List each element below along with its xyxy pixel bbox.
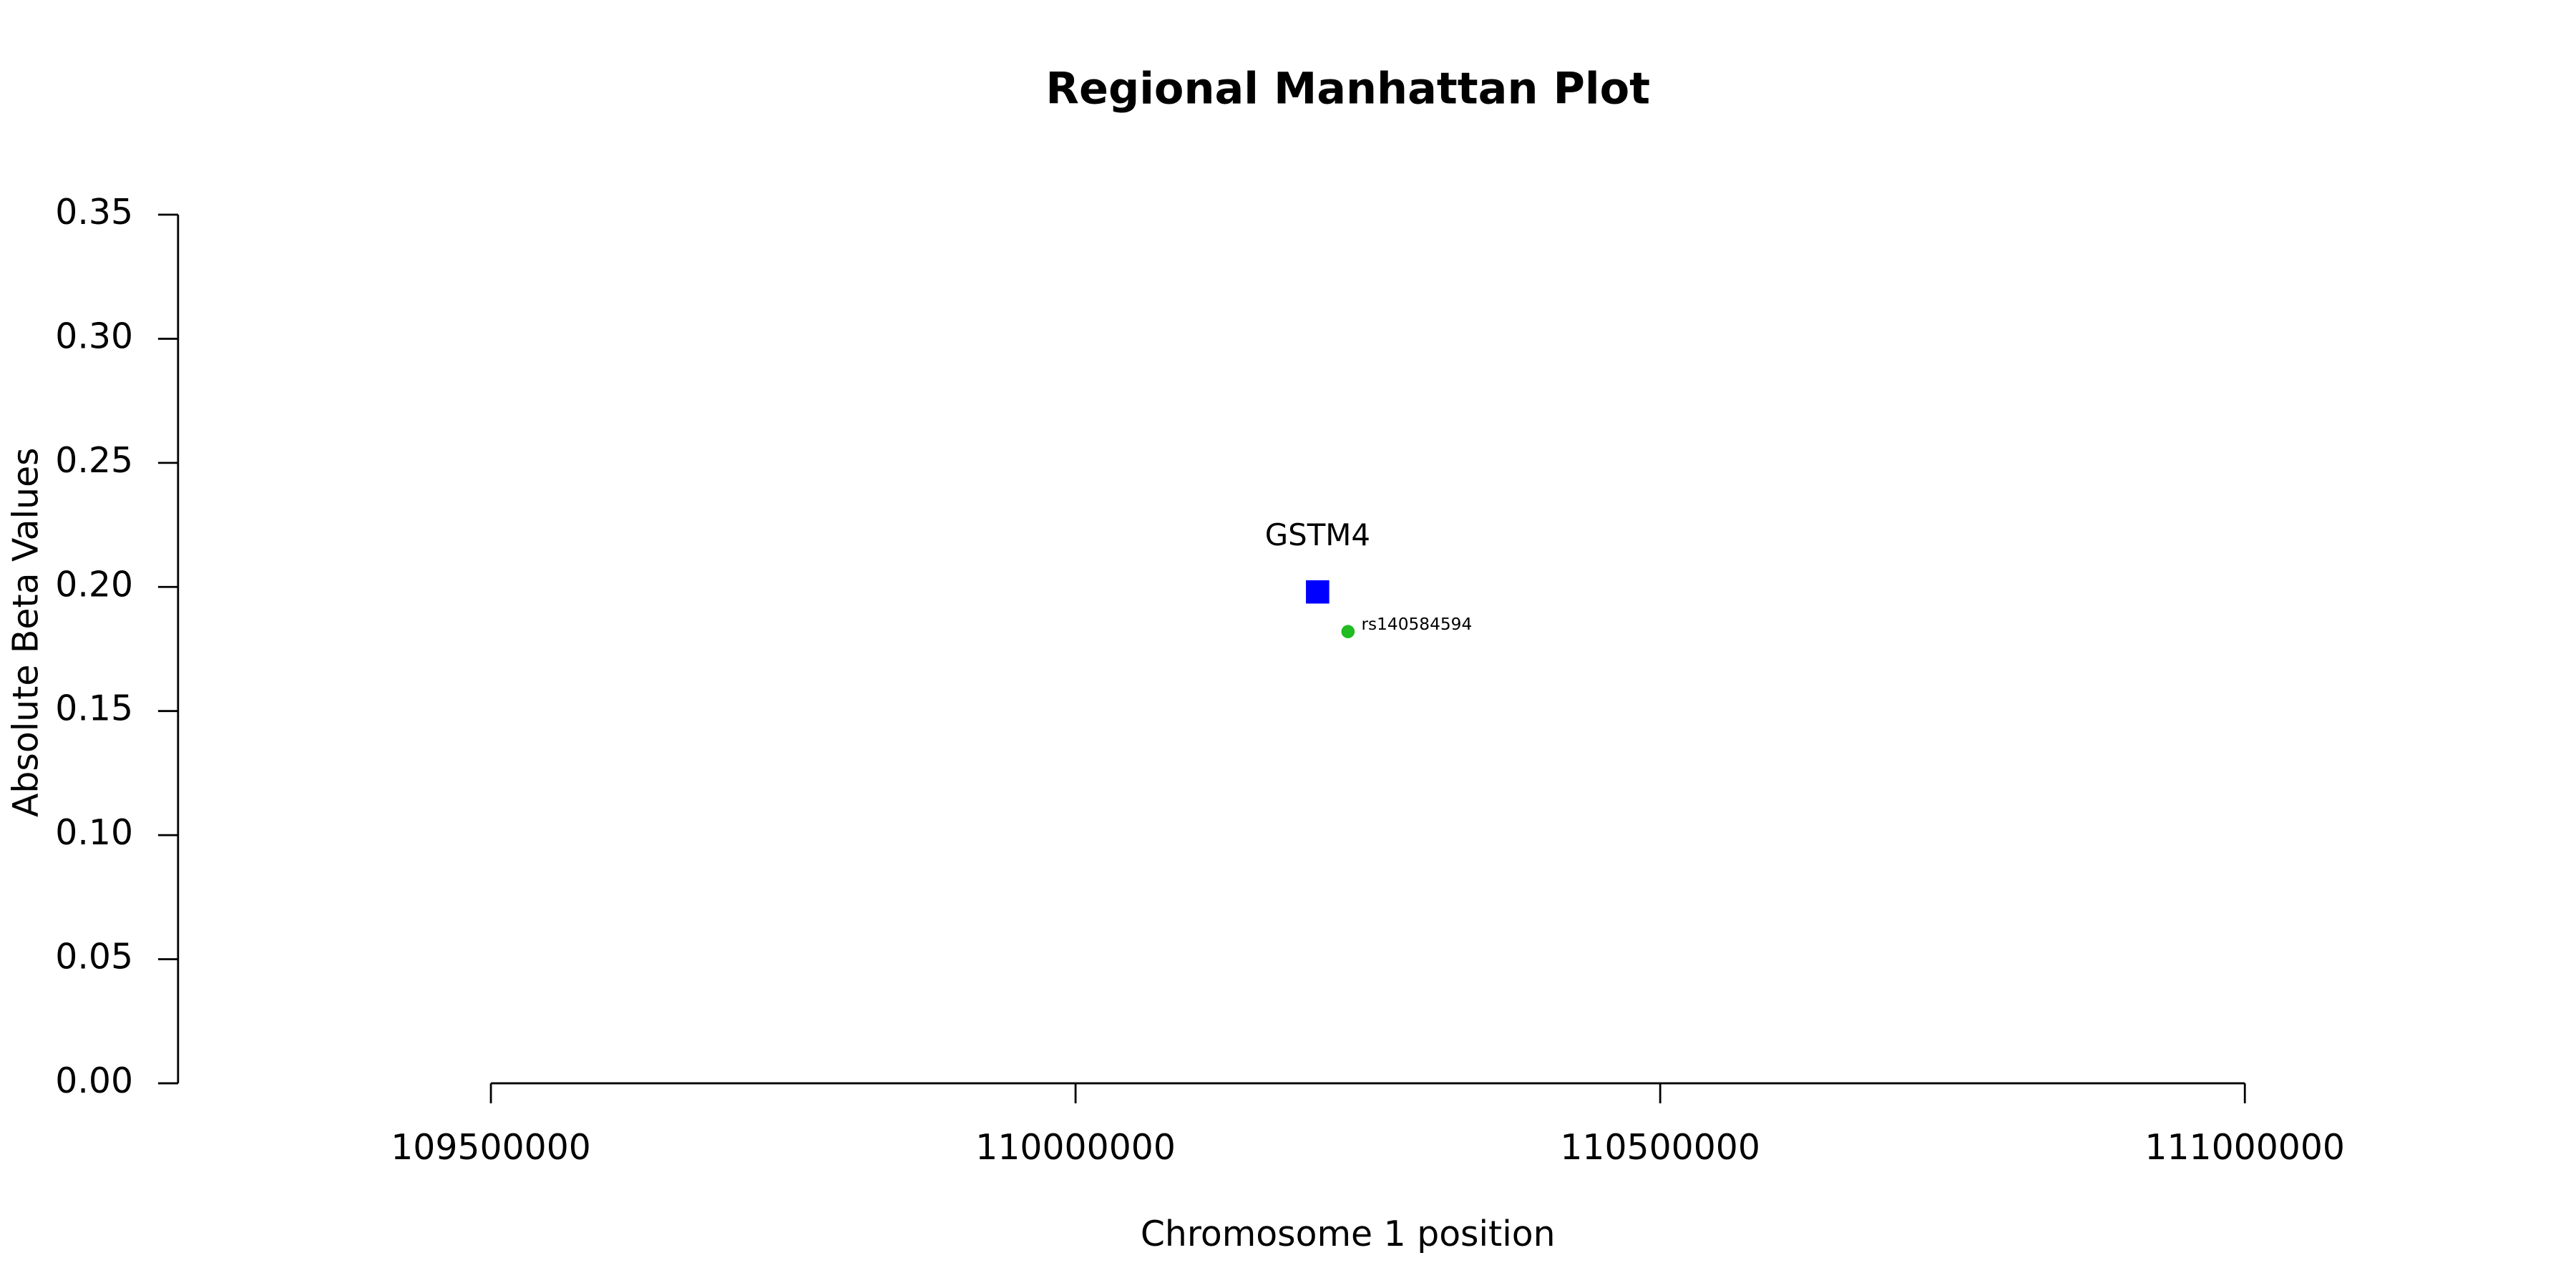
x-tick-label: 111000000 xyxy=(2145,1127,2345,1168)
gene-marker xyxy=(1306,580,1330,604)
x-axis-label: Chromosome 1 position xyxy=(1141,1214,1556,1254)
y-axis-label: Absolute Beta Values xyxy=(6,447,47,817)
chart-title: Regional Manhattan Plot xyxy=(1045,64,1650,114)
y-tick-label: 0.15 xyxy=(55,688,133,729)
snp-label: rs140584594 xyxy=(1361,615,1472,634)
y-tick-label: 0.35 xyxy=(55,192,133,233)
snp-marker xyxy=(1341,625,1355,638)
y-tick-label: 0.10 xyxy=(55,812,133,853)
y-tick-label: 0.00 xyxy=(55,1060,133,1101)
y-tick-label: 0.30 xyxy=(55,316,133,356)
x-tick-label: 109500000 xyxy=(391,1127,591,1168)
gene-label: GSTM4 xyxy=(1265,517,1370,552)
y-tick-label: 0.25 xyxy=(55,440,133,481)
y-tick-label: 0.20 xyxy=(55,564,133,605)
y-tick-label: 0.05 xyxy=(55,937,133,977)
x-tick-label: 110500000 xyxy=(1560,1127,1760,1168)
x-tick-label: 110000000 xyxy=(975,1127,1176,1168)
